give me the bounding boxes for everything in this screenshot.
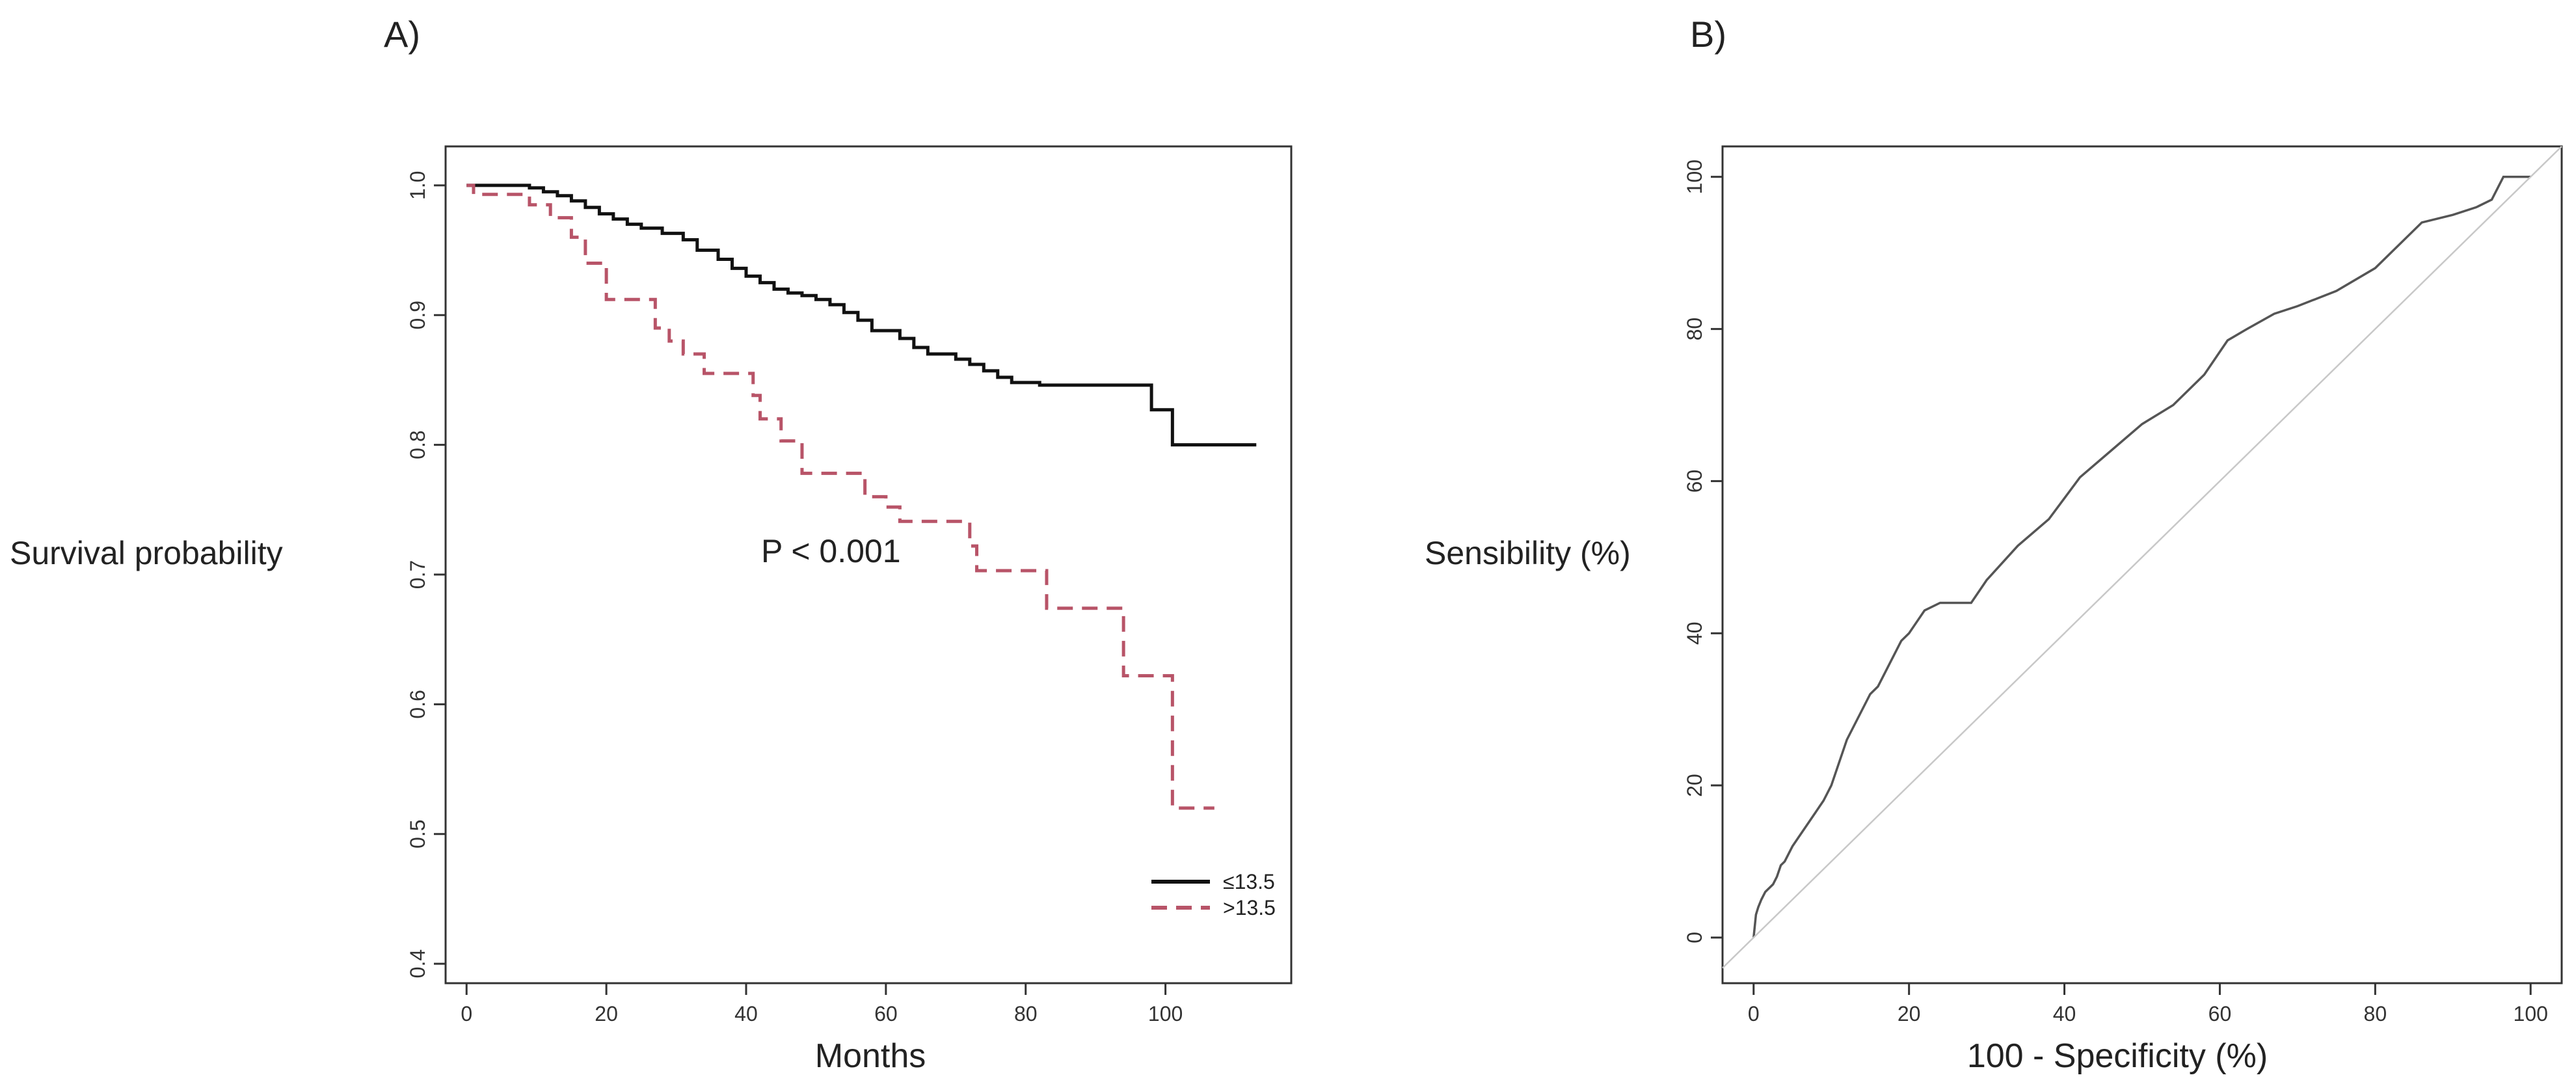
y-tick-label-b: 100 xyxy=(1683,159,1706,194)
legend-label-le13-5: ≤13.5 xyxy=(1223,870,1275,893)
x-tick-label-a: 0 xyxy=(461,1002,472,1025)
series-line-roc-curve-b xyxy=(1752,176,2531,938)
x-tick-label-b: 60 xyxy=(2208,1002,2232,1025)
x-tick-label-a: 40 xyxy=(734,1002,758,1025)
series-line-13-5-a xyxy=(466,183,1214,810)
x-tick-label-a: 80 xyxy=(1014,1002,1038,1025)
x-tick-label-b: 100 xyxy=(2514,1002,2548,1025)
y-tick-label-b: 20 xyxy=(1683,774,1706,797)
legend-label-gt13-5: >13.5 xyxy=(1223,896,1276,919)
p-value-annotation: P < 0.001 xyxy=(761,533,901,569)
axis-ticks-b: 0 20 40 60 80 100 0 20 40 60 80 100 xyxy=(1683,159,2548,1025)
plot-frame-b xyxy=(1721,145,2563,984)
plot-frame-a xyxy=(444,145,1293,984)
y-tick-label-a: 1.0 xyxy=(406,171,429,200)
y-tick-label-a: 0.5 xyxy=(406,819,429,848)
panel-a: A) Survival probability Months 0 20 40 60 80… xyxy=(10,14,1293,1075)
y-tick-label-b: 80 xyxy=(1683,318,1706,341)
x-axis-label-b: 100 - Specificity (%) xyxy=(1967,1037,2268,1075)
series-line-reference-line-b xyxy=(1722,146,2562,969)
y-tick-label-a: 0.6 xyxy=(406,690,429,718)
y-tick-label-a: 0.8 xyxy=(406,430,429,459)
y-tick-label-b: 0 xyxy=(1683,932,1706,943)
panel-b: B) Sensibility (%) 100 - Specificity (%)… xyxy=(1425,14,2563,1075)
legend-a: ≤13.5 >13.5 xyxy=(1151,870,1276,919)
y-tick-label-b: 60 xyxy=(1683,470,1706,493)
roc-curves xyxy=(1722,146,2562,969)
series-line-13-5-a xyxy=(466,183,1257,447)
x-tick-label-b: 40 xyxy=(2053,1002,2076,1025)
panel-label-a: A) xyxy=(384,14,420,55)
x-tick-label-a: 60 xyxy=(874,1002,898,1025)
y-tick-label-a: 0.7 xyxy=(406,560,429,589)
y-tick-label-b: 40 xyxy=(1683,621,1706,645)
x-tick-label-a: 100 xyxy=(1148,1002,1183,1025)
survival-curves xyxy=(466,183,1257,810)
x-tick-label-b: 20 xyxy=(1898,1002,1921,1025)
y-axis-label-a: Survival probability xyxy=(10,535,283,571)
y-tick-label-a: 0.9 xyxy=(406,301,429,329)
x-tick-label-a: 20 xyxy=(595,1002,618,1025)
x-tick-label-b: 0 xyxy=(1748,1002,1760,1025)
y-tick-label-a: 0.4 xyxy=(406,949,429,978)
panel-label-b: B) xyxy=(1690,14,1726,55)
axis-ticks-a: 0 20 40 60 80 100 0.4 0.5 0.6 0.7 0.8 0.9 1.0 xyxy=(406,171,1183,1025)
x-axis-label-a: Months xyxy=(815,1037,926,1075)
y-axis-label-b: Sensibility (%) xyxy=(1425,535,1631,571)
x-tick-label-b: 80 xyxy=(2364,1002,2387,1025)
